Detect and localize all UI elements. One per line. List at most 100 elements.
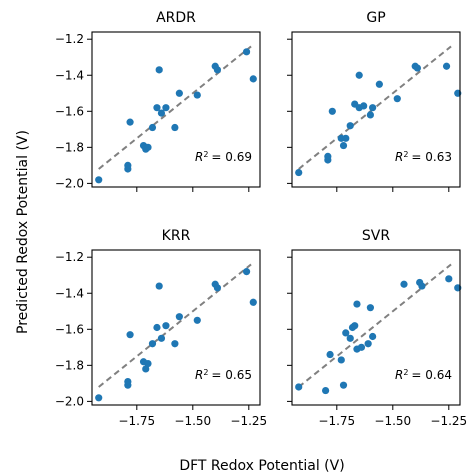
- reference-line: [98, 45, 252, 170]
- data-point: [400, 280, 408, 288]
- data-point: [126, 331, 134, 339]
- r2-value: = 0.64: [411, 368, 452, 382]
- data-point: [366, 111, 374, 119]
- data-point: [339, 381, 348, 389]
- data-point: [375, 80, 383, 88]
- data-point: [153, 104, 161, 112]
- y-tick-label: −1.4: [55, 68, 84, 82]
- r2-value: = 0.65: [211, 368, 252, 382]
- r2-symbol: R: [395, 150, 403, 164]
- axes-frame: [91, 249, 261, 406]
- data-point: [124, 377, 132, 386]
- x-tick-label: −1.75: [118, 414, 155, 428]
- r2-annotation: R2 = 0.64: [395, 368, 452, 383]
- data-point: [171, 123, 179, 132]
- data-point: [413, 64, 422, 72]
- data-point: [148, 340, 157, 348]
- data-point: [346, 122, 354, 130]
- panel-title: KRR: [162, 228, 191, 244]
- x-tick-label: −1.50: [174, 414, 211, 428]
- y-tick-label: −1.8: [55, 140, 84, 154]
- x-tick-label: −1.75: [318, 414, 355, 428]
- data-point: [213, 66, 222, 74]
- data-point: [155, 282, 163, 290]
- y-tick-label: −1.2: [55, 250, 84, 264]
- data-point: [360, 102, 368, 110]
- y-tick-label: −2.0: [55, 394, 84, 408]
- data-point: [144, 143, 152, 151]
- r2-exponent: 2: [403, 150, 408, 159]
- data-point: [346, 334, 354, 342]
- data-point: [337, 356, 345, 364]
- y-tick-label: −1.2: [55, 32, 84, 46]
- y-tick-label: −1.8: [55, 358, 84, 372]
- data-point: [295, 168, 303, 177]
- r2-symbol: R: [395, 368, 403, 382]
- data-point: [342, 329, 350, 337]
- y-tick-label: −1.6: [55, 104, 84, 118]
- r2-symbol: R: [195, 150, 203, 164]
- data-point: [155, 66, 163, 74]
- reference-line: [298, 263, 452, 388]
- data-point: [369, 332, 377, 341]
- r2-annotation: R2 = 0.69: [195, 150, 252, 165]
- data-point: [351, 322, 359, 330]
- data-point: [162, 104, 170, 112]
- data-point: [249, 298, 257, 306]
- r2-value: = 0.69: [211, 150, 252, 164]
- data-point: [193, 316, 201, 324]
- panel-title: SVR: [362, 228, 390, 244]
- data-point: [339, 141, 348, 150]
- r2-exponent: 2: [203, 368, 208, 377]
- y-axis-label: Predicted Redox Potential (V): [15, 130, 31, 334]
- y-tick-label: −2.0: [55, 176, 84, 190]
- r2-value: = 0.63: [411, 150, 452, 164]
- data-point: [171, 340, 179, 348]
- data-point: [157, 334, 166, 342]
- x-tick-label: −1.25: [230, 414, 267, 428]
- data-point: [295, 383, 303, 391]
- data-point: [95, 394, 103, 402]
- x-tick-label: −1.25: [430, 414, 467, 428]
- reference-line: [98, 263, 252, 388]
- r2-annotation: R2 = 0.63: [395, 150, 452, 165]
- data-point: [162, 322, 170, 330]
- panel-gp: GP R2 = 0.63: [287, 10, 462, 192]
- data-point: [326, 350, 334, 359]
- data-point: [157, 109, 166, 117]
- data-point: [153, 323, 161, 332]
- x-tick-label: −1.50: [374, 414, 411, 428]
- axes-frame: [291, 249, 461, 406]
- data-point: [144, 359, 152, 368]
- data-point: [242, 268, 251, 276]
- data-point: [242, 48, 251, 56]
- data-point: [355, 71, 363, 79]
- panel-svr: SVR −1.75 −1.50 −1.25 R2 = 0.64: [287, 228, 467, 428]
- panel-title: GP: [366, 10, 385, 26]
- data-point: [148, 123, 157, 132]
- data-point: [213, 284, 222, 292]
- panel-ardr: ARDR −2.0 −1.8 −1.6 −1.4 −1.2 R2 = 0.69: [55, 10, 261, 192]
- data-point: [322, 386, 330, 395]
- data-point: [95, 176, 103, 184]
- data-point: [393, 95, 401, 103]
- data-point: [175, 313, 183, 321]
- data-point: [175, 89, 183, 97]
- data-point: [445, 275, 453, 283]
- r2-symbol: R: [195, 368, 203, 382]
- data-point: [124, 161, 132, 169]
- data-point: [249, 75, 257, 83]
- data-point: [369, 104, 377, 112]
- r2-annotation: R2 = 0.65: [195, 368, 252, 383]
- r2-exponent: 2: [203, 150, 208, 159]
- data-point: [342, 134, 350, 142]
- x-axis-label: DFT Redox Potential (V): [179, 458, 344, 474]
- reference-line: [298, 45, 452, 170]
- data-point: [366, 304, 374, 312]
- panel-title: ARDR: [156, 10, 196, 26]
- data-point: [357, 343, 366, 351]
- y-tick-label: −1.6: [55, 322, 84, 336]
- data-point: [364, 340, 372, 348]
